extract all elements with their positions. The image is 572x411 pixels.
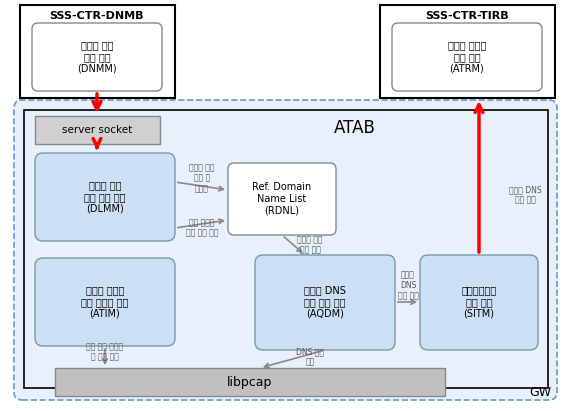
FancyBboxPatch shape bbox=[392, 23, 542, 91]
FancyBboxPatch shape bbox=[32, 23, 162, 91]
FancyBboxPatch shape bbox=[380, 5, 555, 98]
FancyBboxPatch shape bbox=[35, 153, 175, 241]
Text: ATAB: ATAB bbox=[334, 119, 376, 137]
Text: 도메인 네일
목록 참조: 도메인 네일 목록 참조 bbox=[297, 236, 323, 255]
FancyBboxPatch shape bbox=[20, 5, 175, 98]
Text: GW: GW bbox=[529, 386, 551, 399]
Text: 도메인 네임
목록 관리 모듈
(DLMM): 도메인 네임 목록 관리 모듈 (DLMM) bbox=[84, 180, 126, 214]
FancyBboxPatch shape bbox=[228, 163, 336, 235]
Text: server socket: server socket bbox=[62, 125, 132, 135]
Text: 패킷 캡처 초기화
및 필터 설정: 패킷 캡처 초기화 및 필터 설정 bbox=[86, 342, 124, 362]
Text: 비정상 트래픽
분석 초기화 모듈
(ATIM): 비정상 트래픽 분석 초기화 모듈 (ATIM) bbox=[81, 285, 129, 319]
Text: 도메인 네임
관리 모듈
(DNMM): 도메인 네임 관리 모듈 (DNMM) bbox=[77, 40, 117, 74]
Text: SSS-CTR-TIRB: SSS-CTR-TIRB bbox=[425, 11, 509, 21]
FancyBboxPatch shape bbox=[14, 100, 557, 400]
Text: Ref. Domain
Name List
(RDNL): Ref. Domain Name List (RDNL) bbox=[252, 182, 312, 216]
Text: 참조 도메인
네임 목록 로딩: 참조 도메인 네임 목록 로딩 bbox=[186, 218, 219, 238]
Text: DNS 패킷
캡처: DNS 패킷 캡처 bbox=[296, 347, 324, 367]
FancyBboxPatch shape bbox=[55, 368, 445, 396]
Text: 비정상 DNS
쿼리 탐지 모듈
(AQDM): 비정상 DNS 쿼리 탐지 모듈 (AQDM) bbox=[304, 285, 346, 319]
Text: 비정상 DNS
쿼리 정보: 비정상 DNS 쿼리 정보 bbox=[509, 185, 541, 205]
FancyBboxPatch shape bbox=[255, 255, 395, 350]
Text: 비정상
DNS
쿼리 정보: 비정상 DNS 쿼리 정보 bbox=[398, 270, 419, 300]
Text: libpcap: libpcap bbox=[227, 376, 273, 388]
FancyBboxPatch shape bbox=[35, 116, 160, 144]
FancyBboxPatch shape bbox=[420, 255, 538, 350]
Text: 비정상 트래픽
수신 모듈
(ATRM): 비정상 트래픽 수신 모듈 (ATRM) bbox=[448, 40, 486, 74]
FancyBboxPatch shape bbox=[35, 258, 175, 346]
Text: SSS-CTR-DNMB: SSS-CTR-DNMB bbox=[50, 11, 144, 21]
Text: 보안위협정보
전송 모듈
(SITM): 보안위협정보 전송 모듈 (SITM) bbox=[462, 285, 496, 319]
Text: 도메인 네일
관리 및
패블링: 도메인 네일 관리 및 패블링 bbox=[189, 163, 214, 193]
